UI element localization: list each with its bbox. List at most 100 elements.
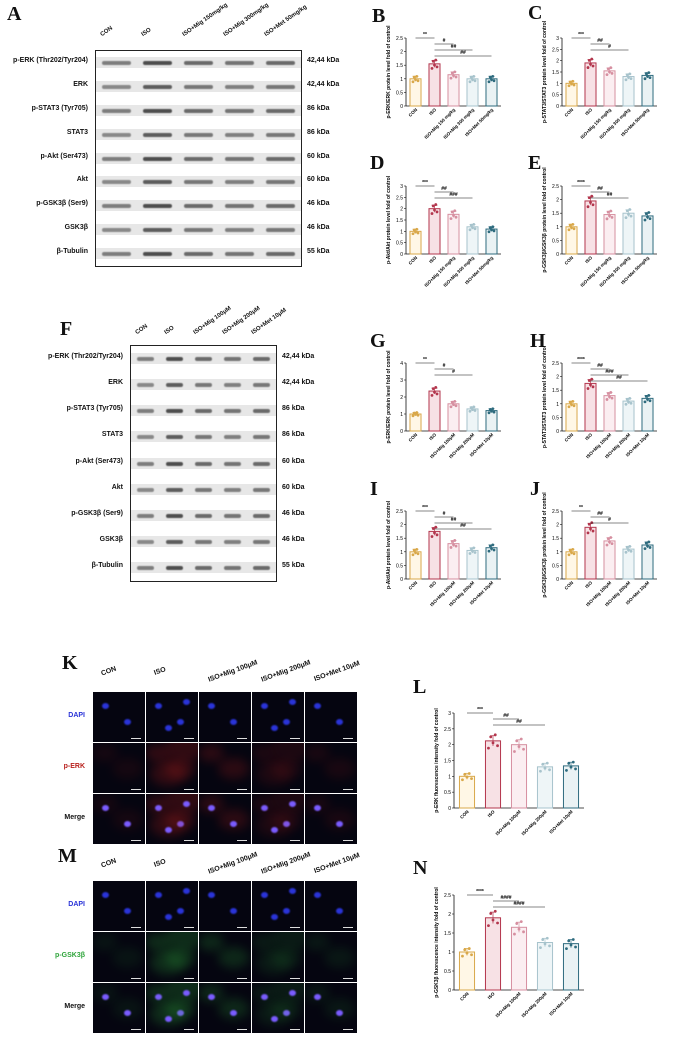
if-image-cell — [146, 932, 198, 982]
blot-band — [253, 539, 270, 544]
blot-row-label: Akt — [111, 483, 123, 491]
cell-body — [270, 946, 302, 969]
x-tick-label: CON — [459, 991, 470, 1002]
blot-band — [266, 84, 295, 89]
blot-band — [253, 357, 270, 362]
y-tick-label: 1.5 — [396, 63, 403, 69]
bar — [409, 551, 422, 580]
blot-kda-label: 60 kDa — [282, 457, 305, 465]
if-image-cell — [199, 794, 251, 844]
cell-body — [256, 812, 292, 838]
nucleus — [124, 719, 131, 725]
data-point — [453, 209, 457, 213]
y-tick-label: 1.5 — [552, 211, 559, 217]
data-point — [590, 57, 594, 61]
nucleus — [271, 914, 278, 920]
blot-kda-label: 42,44 kDa — [307, 56, 340, 64]
x-tick-label: CON — [408, 107, 419, 118]
cell-body — [323, 757, 355, 780]
blot-kda-label: 46 kDa — [307, 224, 330, 232]
if-column-header: ISO+Mig 100μM — [207, 851, 259, 876]
blot-row-label: p-ERK (Thr202/Tyr204) — [13, 56, 88, 64]
blot-band — [166, 409, 183, 414]
panel-letter-a: A — [7, 3, 22, 25]
cell-body — [271, 932, 304, 951]
y-axis-label: p-ERK/ERK protein level fold of control — [386, 350, 392, 444]
cell-body — [271, 794, 304, 813]
data-point — [435, 210, 439, 214]
if-image-cell — [146, 881, 198, 931]
blot-kda-label: 60 kDa — [307, 176, 330, 184]
data-point — [545, 761, 549, 765]
cell-body — [111, 946, 143, 969]
cell-body — [164, 946, 196, 969]
nucleus — [165, 914, 172, 920]
scale-bar — [290, 789, 300, 790]
blot-band — [166, 513, 183, 518]
x-tick-label: CON — [564, 432, 575, 443]
data-point — [629, 549, 633, 553]
blot-band — [184, 132, 213, 137]
nucleus — [230, 908, 237, 914]
scale-bar — [184, 738, 194, 739]
chart-p-gsk3b-in-vitro: 0 0.5 1 1.5 2 2.5 p-GSK3β/GSK3β protein level … — [538, 492, 663, 626]
bar — [562, 943, 580, 991]
chart-p-akt-in-vitro: 0 0.5 1 1.5 2 2.5 p-Akt/Akt protein level fold… — [382, 500, 507, 626]
blot-kda-label: 46 kDa — [282, 509, 305, 517]
panel-letter-b: B — [372, 5, 386, 27]
cell-body — [199, 984, 224, 1003]
significance-mark: ## — [516, 719, 522, 725]
significance-mark: ### — [449, 192, 458, 198]
blot-band — [225, 156, 254, 161]
nucleus — [289, 990, 296, 996]
data-point — [605, 217, 609, 221]
nucleus — [165, 1016, 172, 1022]
data-point — [568, 223, 572, 227]
blot-kda-label: 42,44 kDa — [282, 353, 315, 361]
bar — [510, 926, 528, 991]
data-point — [492, 548, 496, 552]
data-point — [627, 548, 630, 552]
nucleus — [208, 892, 215, 898]
if-image-grid — [93, 692, 357, 844]
data-point — [414, 230, 417, 234]
blot-band — [143, 84, 172, 89]
blot-band — [266, 252, 295, 257]
blot-band — [253, 383, 270, 388]
data-point — [539, 946, 542, 950]
data-point — [590, 377, 594, 381]
significance-mark: *** — [422, 505, 428, 511]
data-point — [452, 403, 455, 407]
nucleus — [230, 719, 237, 725]
bar — [641, 397, 654, 432]
data-point — [643, 547, 647, 551]
data-point — [467, 772, 471, 775]
bar — [622, 548, 635, 580]
y-axis-label: p-GSK3β/GSK3β protein level fold of cont… — [542, 492, 548, 598]
data-point — [570, 226, 573, 230]
data-point — [646, 74, 649, 78]
cell-body — [217, 808, 249, 831]
nucleus — [336, 1010, 343, 1016]
data-point — [416, 79, 420, 83]
data-point — [454, 404, 458, 408]
y-tick-label: 1 — [556, 402, 559, 408]
data-point — [567, 405, 571, 409]
blot-band — [184, 108, 213, 113]
significance-mark: # — [608, 517, 611, 523]
data-point — [567, 553, 571, 557]
data-point — [433, 63, 436, 67]
y-axis-label: p-GSK3β fluorescence intensity fold of c… — [434, 887, 440, 998]
data-point — [473, 551, 477, 554]
bar — [466, 78, 479, 107]
scale-bar — [131, 789, 141, 790]
bar — [562, 765, 580, 809]
x-tick-label: ISO — [487, 809, 496, 818]
blot-band — [184, 204, 213, 209]
cell-body — [164, 757, 196, 780]
data-point — [515, 922, 519, 925]
scale-bar — [131, 978, 141, 979]
blot-band — [143, 252, 172, 257]
data-point — [449, 217, 453, 221]
data-point — [491, 407, 495, 411]
